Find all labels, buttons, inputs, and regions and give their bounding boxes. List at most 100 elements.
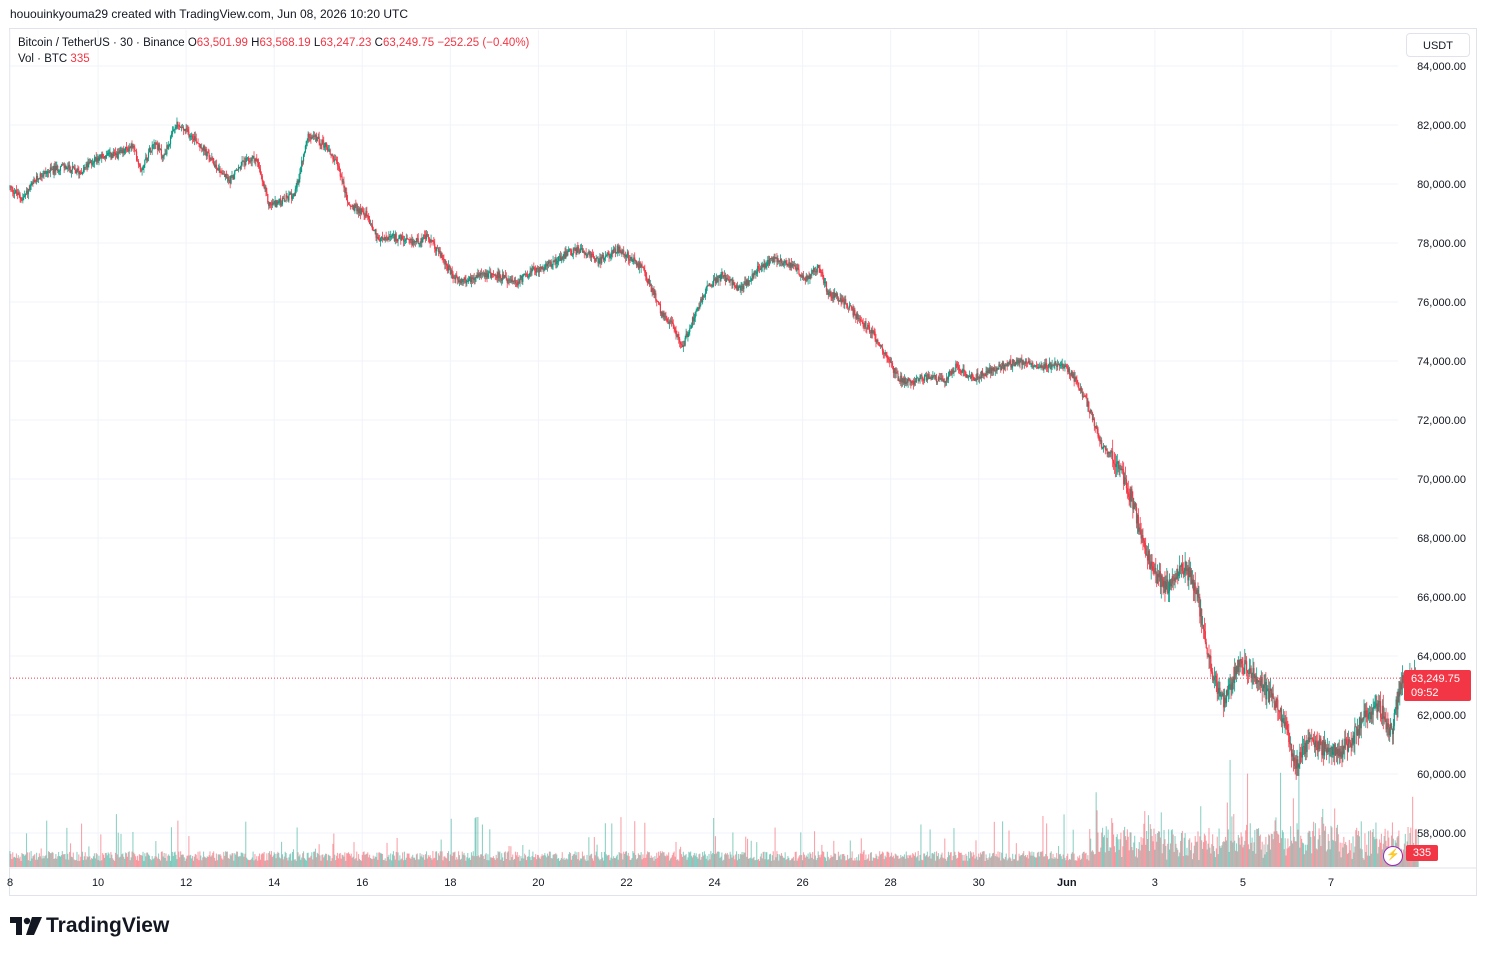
candle-body — [368, 215, 370, 220]
candle-body — [959, 370, 961, 372]
volume-bar — [671, 855, 673, 867]
volume-bar — [102, 853, 104, 867]
volume-bar — [416, 853, 418, 867]
volume-bar — [907, 858, 909, 867]
candle-body — [1081, 391, 1083, 397]
candle-body — [1019, 360, 1021, 364]
candle-body — [587, 254, 589, 256]
candle-body — [746, 279, 749, 285]
candle-body — [132, 146, 134, 148]
volume-bar — [765, 852, 767, 867]
candle-body — [46, 172, 48, 174]
volume-bar — [1109, 847, 1111, 867]
candle-body — [1308, 737, 1310, 743]
volume-bar — [869, 860, 871, 867]
volume-bar — [69, 851, 71, 867]
volume-bar — [605, 854, 607, 867]
candle-body — [1158, 571, 1161, 578]
volume-bar — [1376, 838, 1378, 867]
volume-bar — [55, 853, 57, 867]
volume-bar — [876, 855, 878, 867]
volume-bar — [297, 852, 299, 867]
volume-bar — [583, 855, 585, 867]
volume-bar — [1371, 832, 1373, 867]
candle-body — [1279, 708, 1282, 712]
candle-body — [546, 263, 548, 267]
lightning-icon[interactable]: ⚡ — [1383, 846, 1403, 866]
volume-bar — [1328, 840, 1330, 867]
volume-bar — [374, 856, 376, 867]
volume-bar — [225, 851, 227, 867]
candle-body — [744, 281, 746, 285]
volume-bar — [305, 860, 307, 867]
volume-badge: 335 — [1406, 845, 1438, 861]
volume-bar — [326, 860, 328, 867]
candle-body — [875, 339, 877, 343]
candle-body — [740, 286, 742, 291]
volume-bar — [355, 858, 357, 867]
volume-bar — [158, 859, 161, 867]
candle-body — [107, 152, 109, 155]
candle-body — [57, 165, 59, 172]
volume-bar — [861, 854, 863, 867]
candle-body — [39, 173, 41, 179]
candle-body — [924, 374, 927, 376]
volume-bar — [789, 860, 791, 867]
candle-body — [919, 375, 921, 380]
candle-body — [778, 260, 780, 262]
volume-bar — [1186, 847, 1188, 867]
volume-bar — [960, 852, 962, 867]
candle-body — [1002, 362, 1005, 370]
candle-body — [88, 161, 90, 163]
volume-bar — [690, 851, 692, 867]
volume-bar — [550, 858, 552, 867]
candle-body — [468, 276, 471, 280]
y-tick-label: 58,000.00 — [1417, 828, 1466, 840]
candle-body — [1085, 396, 1087, 399]
candle-body — [1357, 729, 1359, 736]
volume-bar — [434, 857, 436, 867]
volume-bar — [905, 851, 907, 867]
candle-body — [1204, 631, 1206, 643]
volume-bar — [1156, 841, 1158, 867]
candle-body — [628, 259, 630, 261]
candle-body — [408, 239, 410, 241]
candle-body — [1248, 668, 1250, 675]
volume-bar — [276, 853, 278, 867]
candle-body — [1040, 365, 1042, 368]
candle-body — [682, 345, 684, 348]
candle-body — [857, 318, 860, 320]
volume-bar — [256, 856, 258, 867]
tradingview-logo[interactable]: TradingView — [10, 914, 169, 938]
candle-body — [670, 320, 673, 322]
volume-bar — [813, 859, 815, 867]
volume-bar — [114, 860, 116, 867]
volume-bar — [744, 852, 746, 867]
currency-selector-button[interactable]: USDT — [1406, 33, 1470, 57]
volume-bar — [387, 856, 389, 867]
candle-body — [228, 180, 230, 181]
volume-bar — [989, 853, 991, 867]
volume-bar — [1064, 857, 1066, 867]
volume-bar — [1333, 840, 1335, 867]
candle-body — [289, 193, 291, 195]
candle-body — [195, 138, 197, 143]
volume-bar — [929, 829, 931, 867]
volume-bar — [1378, 846, 1380, 867]
volume-bar — [775, 857, 777, 867]
candle-body — [303, 151, 306, 155]
volume-bar — [260, 854, 262, 867]
candle-body — [285, 195, 287, 201]
volume-bar — [128, 851, 130, 867]
volume-bar — [1213, 846, 1215, 867]
volume-bar — [1016, 860, 1018, 867]
candle-body — [213, 164, 216, 168]
symbol-label: Bitcoin / TetherUS · 30 · Binance — [18, 37, 185, 49]
candle-body — [318, 136, 320, 143]
volume-bar — [67, 853, 69, 867]
candle-body — [877, 339, 879, 343]
candle-body — [915, 377, 917, 383]
candle-body — [747, 280, 750, 285]
candle-body — [791, 264, 794, 267]
